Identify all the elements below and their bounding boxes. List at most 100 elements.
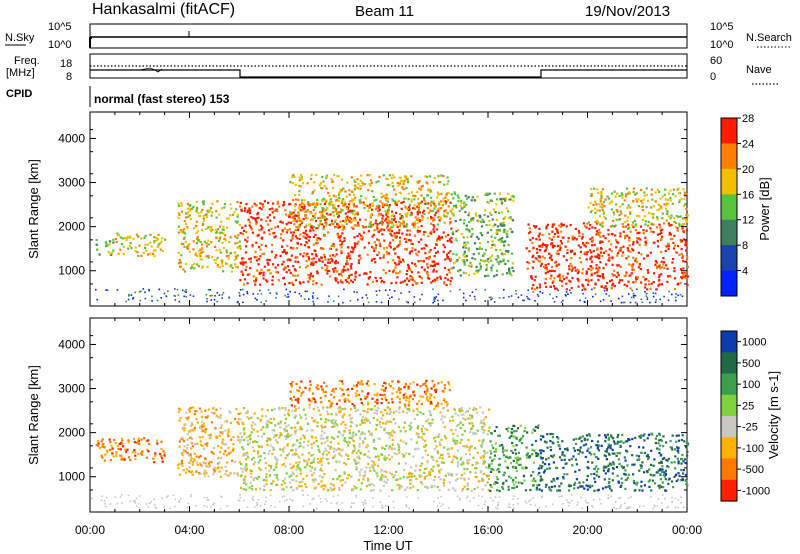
data-cell bbox=[228, 297, 230, 299]
data-cell bbox=[297, 398, 300, 401]
data-cell bbox=[327, 419, 330, 422]
data-cell bbox=[340, 243, 343, 246]
data-cell bbox=[442, 482, 445, 485]
data-cell bbox=[350, 416, 354, 420]
data-cell bbox=[411, 242, 414, 245]
data-cell bbox=[381, 279, 384, 283]
data-cell bbox=[376, 223, 379, 226]
data-cell bbox=[567, 237, 570, 240]
data-cell bbox=[406, 277, 409, 280]
data-cell bbox=[398, 221, 401, 224]
data-cell bbox=[451, 208, 454, 211]
data-cell bbox=[468, 220, 471, 224]
data-cell bbox=[323, 233, 326, 237]
data-cell bbox=[228, 474, 231, 477]
data-cell bbox=[311, 478, 314, 481]
data-cell bbox=[193, 267, 196, 270]
data-cell bbox=[269, 488, 272, 492]
data-cell bbox=[551, 269, 554, 272]
data-cell bbox=[682, 204, 685, 208]
data-cell bbox=[116, 232, 119, 235]
data-cell bbox=[354, 460, 357, 464]
data-cell bbox=[426, 271, 429, 274]
data-cell bbox=[385, 226, 389, 229]
data-cell bbox=[355, 486, 358, 490]
data-cell bbox=[610, 279, 614, 282]
data-cell bbox=[241, 435, 244, 438]
data-cell bbox=[685, 213, 688, 216]
data-cell bbox=[290, 433, 293, 437]
data-cell bbox=[567, 240, 570, 243]
data-cell bbox=[497, 262, 501, 265]
data-cell bbox=[322, 225, 325, 228]
data-cell bbox=[294, 449, 297, 452]
data-cell bbox=[628, 206, 631, 209]
data-cell bbox=[365, 416, 368, 420]
data-cell bbox=[209, 228, 212, 231]
data-cell bbox=[570, 257, 573, 260]
data-cell bbox=[452, 487, 455, 490]
data-cell bbox=[460, 463, 463, 466]
data-cell bbox=[615, 246, 618, 249]
colorbar-tick-label: 8 bbox=[742, 240, 748, 252]
data-cell bbox=[450, 236, 453, 239]
data-cell bbox=[411, 223, 414, 226]
data-cell bbox=[467, 417, 470, 420]
data-cell bbox=[437, 237, 440, 240]
data-cell bbox=[511, 262, 514, 265]
data-cell bbox=[419, 202, 422, 205]
data-cell bbox=[565, 291, 568, 293]
data-cell bbox=[246, 416, 249, 419]
data-cell bbox=[405, 273, 408, 276]
data-cell bbox=[316, 272, 319, 275]
data-cell bbox=[295, 429, 298, 432]
data-cell bbox=[465, 244, 468, 247]
data-cell bbox=[677, 192, 681, 195]
data-cell bbox=[352, 205, 356, 208]
data-cell bbox=[340, 269, 343, 272]
data-cell bbox=[96, 298, 99, 301]
data-cell bbox=[393, 214, 396, 218]
data-cell bbox=[402, 440, 405, 443]
data-cell bbox=[184, 450, 187, 453]
data-cell bbox=[502, 217, 505, 220]
data-cell bbox=[624, 237, 627, 240]
data-cell bbox=[405, 187, 408, 190]
data-cell bbox=[433, 448, 436, 451]
data-cell bbox=[577, 285, 580, 288]
data-cell bbox=[340, 455, 343, 458]
data-cell bbox=[177, 212, 180, 215]
data-cell bbox=[462, 462, 465, 465]
data-cell bbox=[446, 278, 450, 281]
data-cell bbox=[231, 213, 234, 216]
data-cell bbox=[425, 397, 429, 401]
data-cell bbox=[613, 190, 616, 193]
data-cell bbox=[242, 448, 245, 451]
data-cell bbox=[462, 488, 465, 491]
data-cell bbox=[426, 388, 429, 391]
data-cell bbox=[419, 230, 422, 233]
data-cell bbox=[360, 419, 363, 422]
data-cell bbox=[334, 278, 337, 281]
data-cell bbox=[454, 220, 457, 223]
data-cell bbox=[290, 486, 293, 489]
data-cell bbox=[621, 251, 625, 254]
data-cell bbox=[402, 280, 405, 283]
colorbar-swatch bbox=[721, 219, 737, 246]
data-cell bbox=[546, 270, 549, 274]
data-cell bbox=[297, 406, 300, 409]
data-cell bbox=[276, 225, 279, 228]
data-cell bbox=[323, 473, 326, 476]
data-cell bbox=[221, 264, 224, 267]
data-cell bbox=[638, 243, 641, 246]
data-cell bbox=[502, 241, 505, 244]
data-cell bbox=[534, 300, 536, 302]
data-cell bbox=[290, 385, 293, 388]
data-cell bbox=[363, 418, 366, 421]
data-cell bbox=[243, 210, 246, 213]
data-cell bbox=[430, 484, 433, 487]
data-cell bbox=[368, 456, 371, 459]
data-cell bbox=[604, 285, 607, 288]
data-cell bbox=[400, 207, 403, 210]
data-cell bbox=[437, 175, 440, 178]
